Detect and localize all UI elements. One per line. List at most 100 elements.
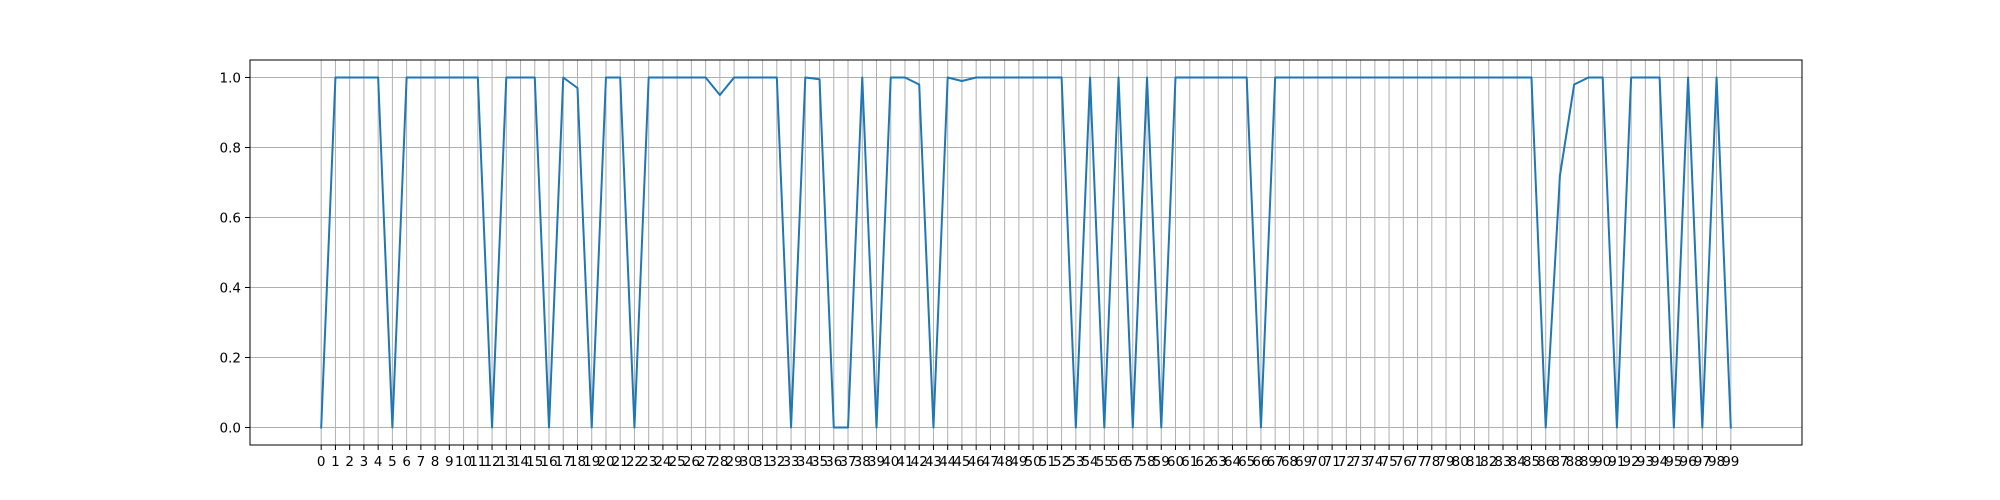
x-tick-label: 65 [1238,454,1255,470]
x-tick-label: 76 [1395,454,1412,470]
x-tick-label: 32 [768,454,785,470]
y-tick-label: 0.6 [220,211,241,227]
x-tick-label: 13 [498,454,515,470]
x-tick-label: 85 [1523,454,1540,470]
x-tick-label: 40 [882,454,899,470]
series-layer [320,76,1732,429]
x-tick-label: 36 [825,454,842,470]
x-tick-label: 79 [1437,454,1454,470]
x-tick-label: 52 [1053,454,1070,470]
x-tick-label: 91 [1608,454,1625,470]
y-tick-label: 0.0 [220,421,241,437]
x-tick-label: 39 [868,454,885,470]
x-tick-label: 19 [583,454,600,470]
x-tick-label: 16 [540,454,557,470]
x-tick-label: 4 [374,454,383,470]
x-tick-label: 20 [597,454,614,470]
x-tick-label: 60 [1167,454,1184,470]
x-tick-label: 73 [1352,454,1369,470]
grid [250,60,1802,445]
x-tick-label: 90 [1594,454,1611,470]
x-tick-label: 80 [1452,454,1469,470]
x-tick-label: 26 [683,454,700,470]
x-tick-label: 44 [939,454,956,470]
x-tick-label: 22 [626,454,643,470]
x-tick-label: 93 [1637,454,1654,470]
y-tick-label: 1.0 [220,71,241,87]
x-tick-label: 9 [445,454,454,470]
x-tick-label: 78 [1423,454,1440,470]
x-tick-label: 53 [1067,454,1084,470]
x-tick-label: 21 [612,454,629,470]
series-line [320,76,1732,429]
x-tick-label: 23 [640,454,657,470]
plot-frame [249,59,1803,446]
x-tick-label: 82 [1480,454,1497,470]
x-tick-label: 12 [483,454,500,470]
x-tick-label: 45 [953,454,970,470]
x-tick-label: 46 [968,454,985,470]
x-tick-label: 95 [1665,454,1682,470]
x-tick-label: 97 [1694,454,1711,470]
x-tick-label: 41 [896,454,913,470]
x-tick-label: 43 [925,454,942,470]
x-tick-label: 56 [1110,454,1127,470]
x-tick-label: 72 [1338,454,1355,470]
axes [249,59,1803,446]
x-tick-label: 7 [417,454,426,470]
x-tick-label: 28 [711,454,728,470]
x-tick-label: 63 [1210,454,1227,470]
x-tick-label: 35 [811,454,828,470]
x-tick-label: 6 [402,454,411,470]
x-tick-label: 3 [360,454,369,470]
x-tick-label: 47 [982,454,999,470]
x-tick-label: 38 [854,454,871,470]
x-tick-label: 75 [1380,454,1397,470]
x-tick-label: 69 [1295,454,1312,470]
x-tick-label: 64 [1224,454,1241,470]
x-tick-label: 51 [1039,454,1056,470]
y-tick-label: 0.2 [220,351,241,367]
y-tick-label: 0.8 [220,141,241,157]
x-tick-label: 98 [1708,454,1725,470]
x-tick-label: 61 [1181,454,1198,470]
x-tick-label: 99 [1722,454,1739,470]
x-tick-label: 58 [1138,454,1155,470]
x-tick-label: 55 [1096,454,1113,470]
x-tick-label: 66 [1252,454,1269,470]
x-tick-label: 83 [1494,454,1511,470]
x-tick-label: 33 [782,454,799,470]
x-tick-label: 67 [1267,454,1284,470]
x-tick-label: 24 [654,454,671,470]
x-tick-label: 25 [669,454,686,470]
x-tick-label: 68 [1281,454,1298,470]
x-tick-label: 96 [1679,454,1696,470]
x-tick-label: 10 [455,454,472,470]
y-axis-ticks: 0.0 0.2 0.4 0.6 0.8 1.0 [220,71,250,437]
x-tick-label: 37 [839,454,856,470]
x-tick-label: 84 [1509,454,1526,470]
x-tick-label: 70 [1309,454,1326,470]
x-tick-label: 31 [754,454,771,470]
x-tick-label: 48 [996,454,1013,470]
x-tick-label: 0 [317,454,326,470]
x-tick-label: 86 [1537,454,1554,470]
x-tick-label: 81 [1466,454,1483,470]
x-tick-label: 62 [1195,454,1212,470]
x-tick-label: 2 [345,454,354,470]
x-tick-label: 87 [1551,454,1568,470]
y-tick-label: 0.4 [220,281,241,297]
x-tick-label: 14 [512,454,529,470]
x-tick-label: 59 [1153,454,1170,470]
x-tick-label: 18 [569,454,586,470]
x-axis-ticks: 0 1 2 3 4 5 6 7 8 9 101112131415161718192021222324… [317,445,1739,470]
x-tick-label: 11 [469,454,486,470]
x-tick-label: 77 [1409,454,1426,470]
x-tick-label: 1 [331,454,340,470]
x-tick-label: 94 [1651,454,1668,470]
x-tick-label: 8 [431,454,440,470]
x-tick-label: 29 [726,454,743,470]
x-tick-label: 17 [555,454,572,470]
